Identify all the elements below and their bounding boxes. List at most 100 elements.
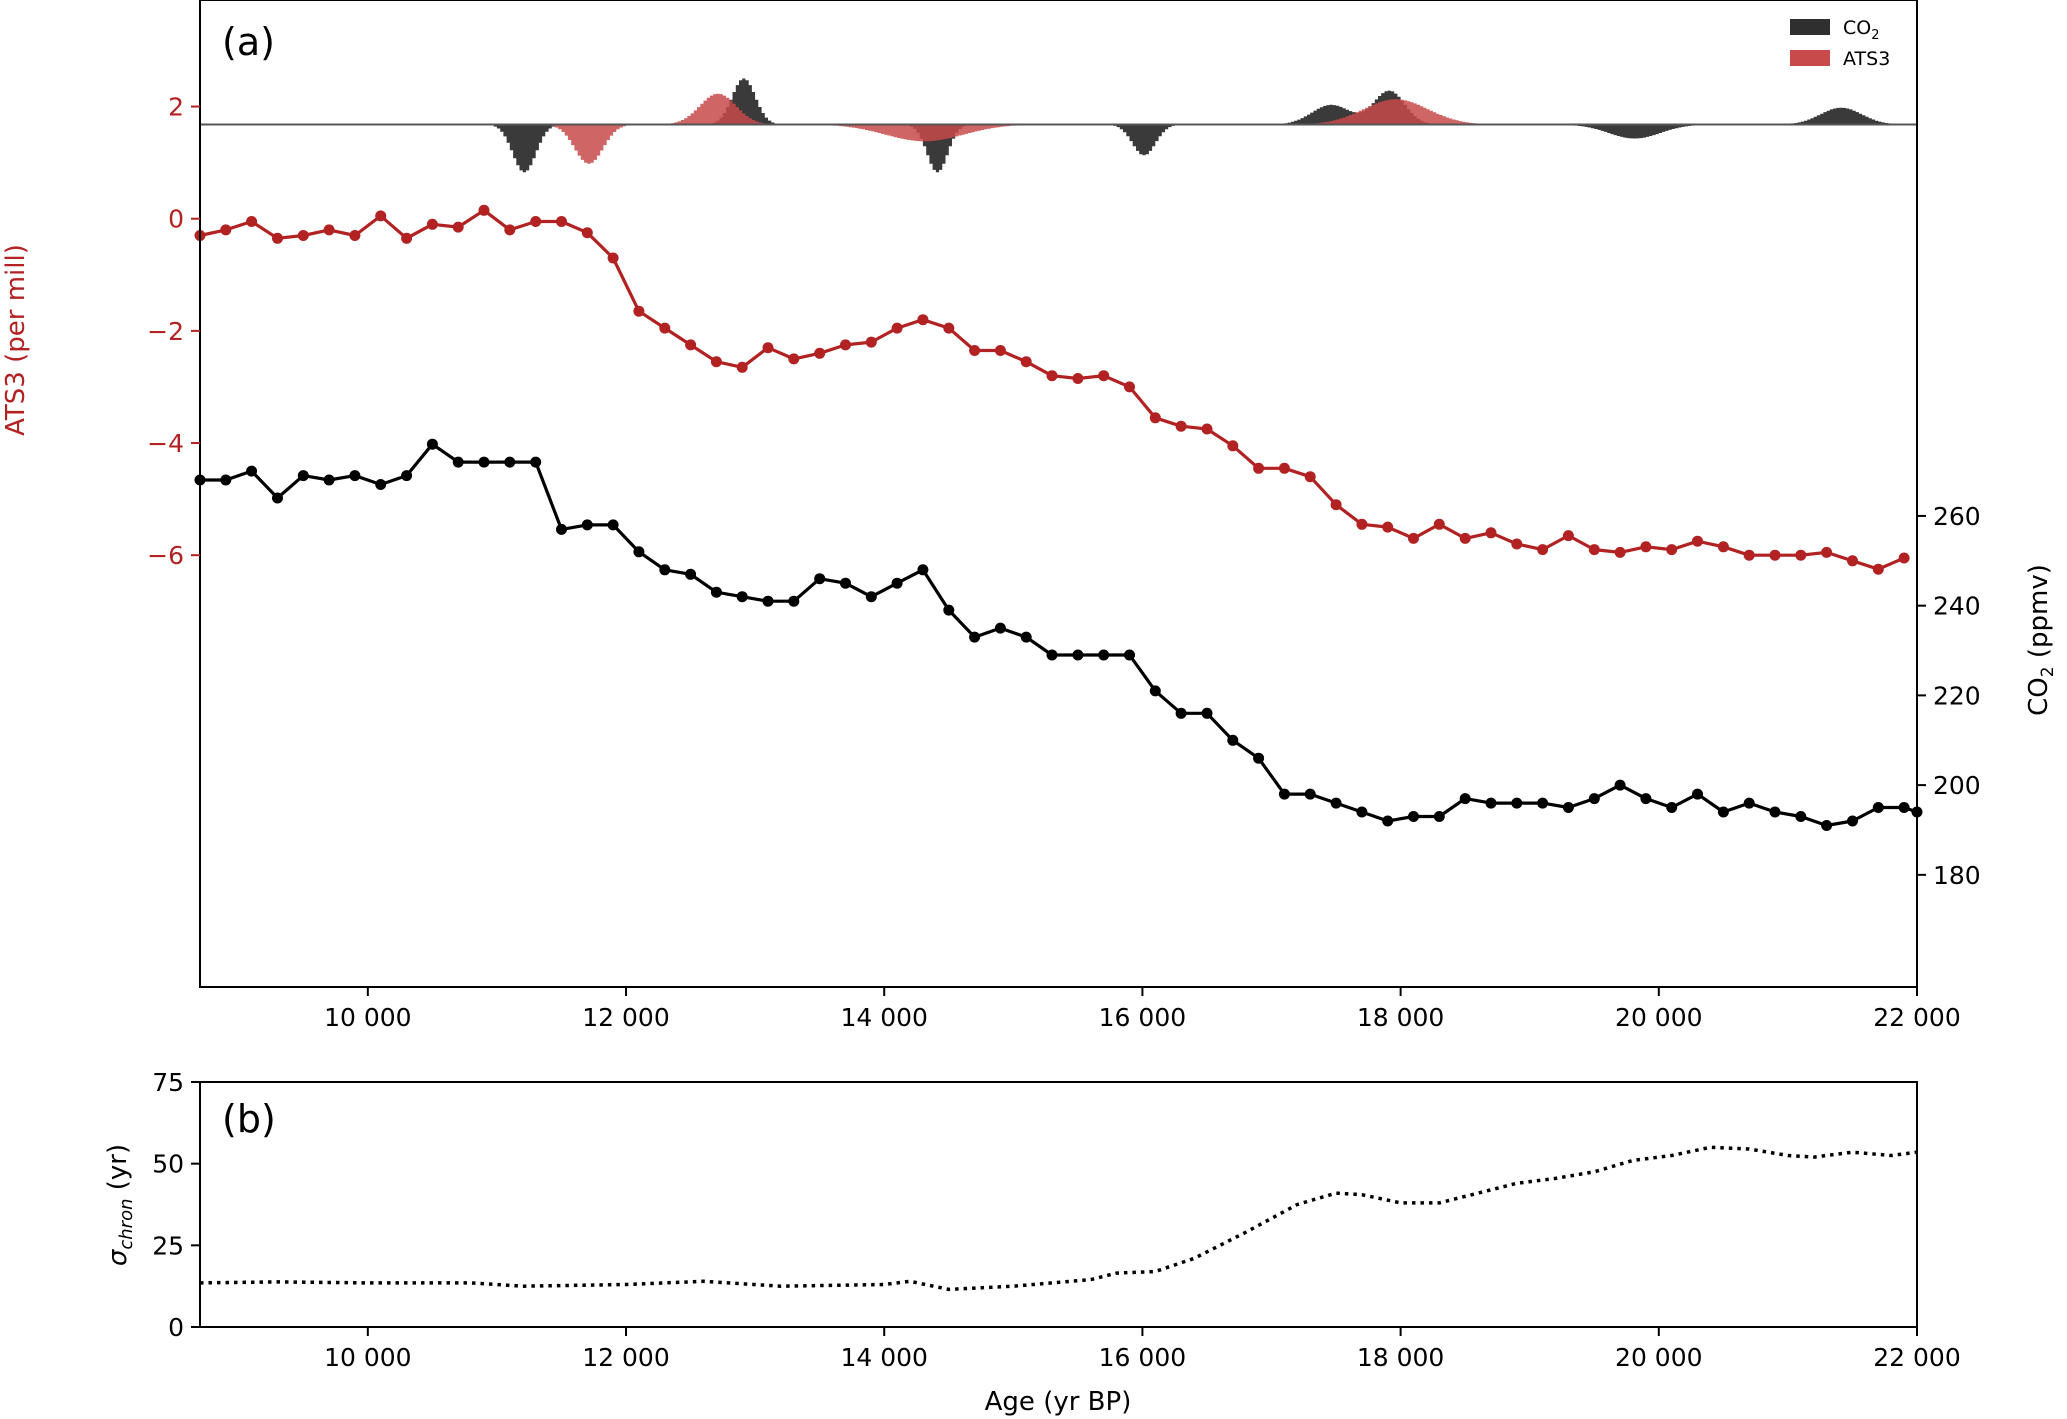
series-line-co2 <box>200 442 1918 828</box>
data-point-ats3 <box>1898 552 1910 564</box>
data-point-ats3 <box>1485 527 1497 539</box>
panel-a-left-axis: 2 0 −2 −4 −6 <box>147 93 200 570</box>
co2-tick-label: 200 <box>1933 771 1981 800</box>
dotted-line-layer <box>199 1145 1918 1292</box>
data-point-co2 <box>1537 797 1549 809</box>
data-point-ats3 <box>556 216 567 227</box>
data-point-ats3 <box>788 353 800 365</box>
histogram-layer <box>200 78 1917 173</box>
data-point-co2 <box>1201 707 1213 719</box>
data-point-co2 <box>1253 752 1265 764</box>
data-point-co2 <box>220 474 232 486</box>
data-point-ats3 <box>1769 549 1781 561</box>
data-point-co2 <box>1511 797 1523 809</box>
data-point-ats3 <box>762 342 774 354</box>
x-tick-label: 12 000 <box>582 1343 669 1372</box>
data-point-ats3 <box>685 339 697 351</box>
x-tick-label: 16 000 <box>1099 1003 1186 1032</box>
data-point-co2 <box>375 479 387 490</box>
data-point-ats3 <box>917 314 929 326</box>
data-point-ats3 <box>607 252 619 264</box>
data-point-ats3 <box>891 322 903 334</box>
ats3-tick-label: −2 <box>147 317 184 346</box>
data-point-ats3 <box>1433 518 1445 530</box>
panel-a-label: (a) <box>222 20 275 64</box>
data-point-ats3 <box>1640 541 1652 553</box>
y-tick-label: 50 <box>152 1150 184 1179</box>
data-point-co2 <box>762 595 774 607</box>
co2-tick-label: 180 <box>1933 861 1981 890</box>
data-point-co2 <box>581 519 593 531</box>
co2-axis-title-sub: 2 <box>2038 666 2058 677</box>
data-point-ats3 <box>272 232 283 244</box>
y-tick-label: 25 <box>152 1231 184 1260</box>
x-axis-title: Age (yr BP) <box>985 1387 1132 1417</box>
x-tick-label: 22 000 <box>1873 1003 1960 1032</box>
data-point-co2 <box>1278 788 1290 800</box>
series-line-ats3 <box>199 208 1905 571</box>
legend-label-co2: CO2 <box>1843 17 1880 43</box>
data-point-ats3 <box>943 322 955 334</box>
data-point-co2 <box>1098 649 1110 661</box>
x-tick-label: 10 000 <box>324 1003 411 1032</box>
x-tick-label: 14 000 <box>840 1003 927 1032</box>
data-point-ats3 <box>452 221 464 233</box>
data-point-co2 <box>1433 811 1445 822</box>
co2-tick-label: 260 <box>1933 502 1981 531</box>
data-point-ats3 <box>1098 370 1110 382</box>
data-point-co2 <box>1330 797 1342 809</box>
data-point-ats3 <box>504 224 516 236</box>
data-point-co2 <box>633 546 645 558</box>
ats3-tick-label: −4 <box>147 429 184 458</box>
data-point-ats3 <box>401 232 413 244</box>
data-point-co2 <box>685 568 697 580</box>
x-tick-label: 22 000 <box>1873 1343 1960 1372</box>
data-point-co2 <box>969 631 981 643</box>
data-point-ats3 <box>1847 555 1858 567</box>
data-point-ats3 <box>1253 462 1265 474</box>
ats3-tick-label: −6 <box>147 541 184 570</box>
data-point-co2 <box>788 595 800 607</box>
data-point-ats3 <box>220 224 232 236</box>
data-point-co2 <box>504 456 516 468</box>
data-point-co2 <box>1382 815 1394 827</box>
data-point-co2 <box>1666 802 1678 813</box>
data-point-ats3 <box>1795 549 1807 561</box>
data-point-co2 <box>1872 802 1884 813</box>
data-point-co2 <box>1356 806 1368 818</box>
data-point-co2 <box>1175 707 1187 719</box>
data-point-ats3 <box>1614 546 1626 558</box>
panel-a-frame <box>199 0 1918 988</box>
data-point-ats3 <box>1408 532 1419 544</box>
data-point-co2 <box>736 591 748 603</box>
data-point-ats3 <box>349 230 361 241</box>
data-point-ats3 <box>1692 535 1703 547</box>
data-point-co2 <box>1769 806 1781 818</box>
data-point-co2 <box>401 470 413 482</box>
data-point-co2 <box>297 470 309 482</box>
x-tick-label: 14 000 <box>840 1343 927 1372</box>
panel-b-y-axis: 0 25 50 75 <box>152 1068 200 1342</box>
data-point-co2 <box>1898 802 1910 813</box>
data-point-co2 <box>1821 820 1833 831</box>
data-point-co2 <box>426 438 438 450</box>
data-point-co2 <box>891 577 903 589</box>
ats3-tick-label: 2 <box>168 93 184 122</box>
data-point-ats3 <box>1666 544 1678 556</box>
data-point-ats3 <box>865 336 877 348</box>
data-point-ats3 <box>994 345 1006 356</box>
co2-axis-title-main: CO <box>2024 677 2054 716</box>
data-point-ats3 <box>1562 530 1574 542</box>
data-point-co2 <box>1459 793 1471 805</box>
data-point-co2 <box>1562 802 1574 813</box>
data-point-ats3 <box>1278 462 1290 474</box>
data-point-co2 <box>1485 797 1497 809</box>
data-point-ats3 <box>1072 373 1084 384</box>
data-point-ats3 <box>1201 423 1213 435</box>
data-point-co2 <box>1588 793 1600 805</box>
ats3-tick-label: 0 <box>168 205 184 234</box>
x-tick-label: 18 000 <box>1357 1003 1444 1032</box>
y-tick-label: 0 <box>168 1313 184 1342</box>
data-point-co2 <box>814 573 826 585</box>
